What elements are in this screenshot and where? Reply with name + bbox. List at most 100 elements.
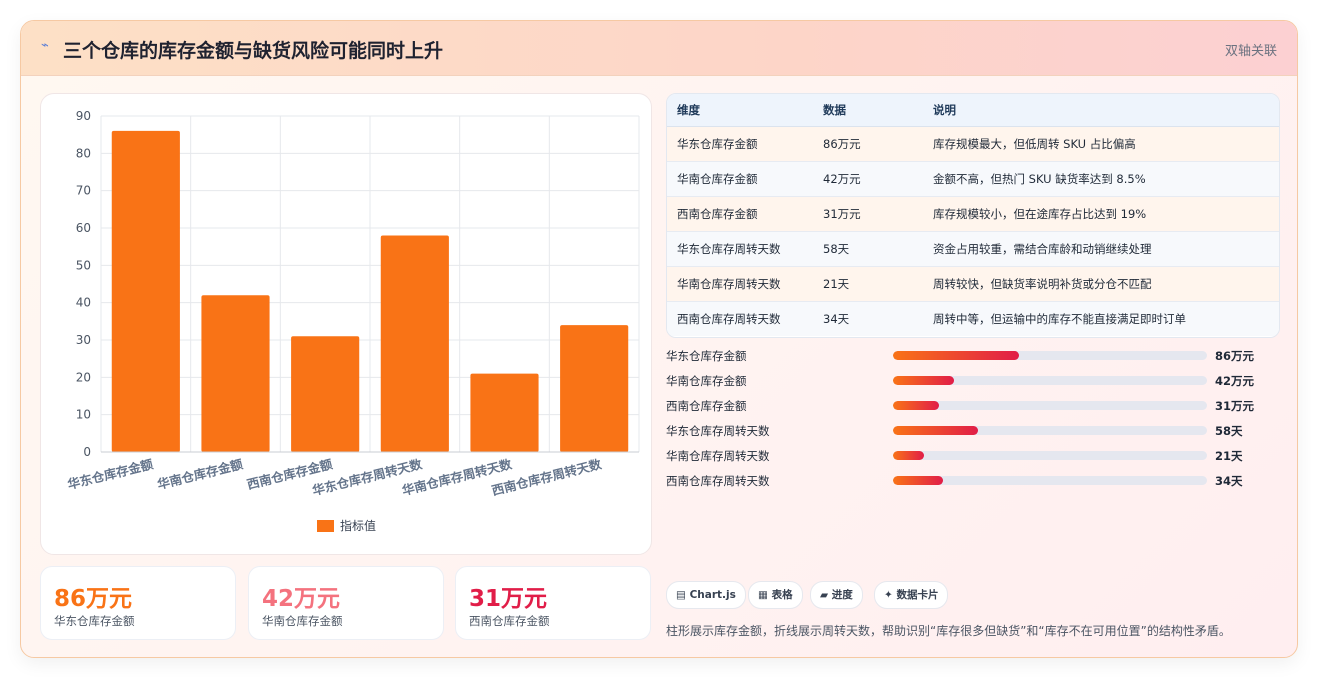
y-tick-label: 30 [76,333,91,347]
bar-3 [380,235,449,452]
table-cell: 31万元 [813,196,923,232]
column-header-note: 说明 [923,94,1279,127]
y-tick-label: 40 [76,296,91,310]
progress-row: 华南仓库存金额 42万元 [666,371,1278,391]
chip-label: 进度 [831,589,853,601]
data-table-panel: 维度 数据 说明 华东仓库存金额 86万元 库存规模最大，但低周转 SKU 占比… [666,93,1280,338]
y-tick-label: 50 [76,258,91,272]
sparkle-icon: ✦ [884,589,893,601]
dashboard-card: ⌁ 三个仓库的库存金额与缺货风险可能同时上升 双轴关联 0 10 20 30 40 50 6… [20,20,1298,658]
data-table: 维度 数据 说明 华东仓库存金额 86万元 库存规模最大，但低周转 SKU 占比… [667,94,1279,336]
progress-fill [893,476,944,485]
table-cell: 华南仓库存周转天数 [667,266,813,302]
table-row: 西南仓库存金额 31万元 库存规模较小，但在途库存占比达到 19% [667,196,1279,232]
progress-track [893,376,1207,385]
table-row: 西南仓库存周转天数 34天 周转中等，但运输中的库存不能直接满足即时订单 [667,301,1279,336]
table-row: 华东仓库存周转天数 58天 资金占用较重，需结合库龄和动销继续处理 [667,231,1279,267]
stat-card-south: 42万元 华南仓库存金额 [248,566,444,640]
progress-label: 华东仓库存金额 [666,349,747,363]
chip-table[interactable]: ▦ 表格 [748,581,803,609]
y-tick-label: 20 [76,370,91,384]
progress-track [893,351,1207,360]
table-cell: 周转较快，但缺货率说明补货或分仓不匹配 [923,266,1279,302]
table-cell: 西南仓库存金额 [667,196,813,232]
progress-row: 西南仓库存周转天数 34天 [666,471,1278,491]
chip-data-cards[interactable]: ✦ 数据卡片 [874,581,949,609]
footer-note: 柱形展示库存金额，折线展示周转天数，帮助识别“库存很多但缺货”和“库存不在可用位… [666,624,1231,638]
bar-1 [201,295,270,452]
table-cell: 金额不高，但热门 SKU 缺货率达到 8.5% [923,161,1279,197]
column-header-data: 数据 [813,94,923,127]
chip-chartjs[interactable]: ▤ Chart.js [666,581,746,609]
table-header-row: 维度 数据 说明 [667,94,1279,127]
bar-4 [470,373,539,452]
table-cell: 西南仓库存周转天数 [667,301,813,336]
progress-fill [893,401,939,410]
header-tag: 双轴关联 [1224,44,1277,59]
stat-label: 华南仓库存金额 [262,614,343,628]
table-cell: 周转中等，但运输中的库存不能直接满足即时订单 [923,301,1279,336]
legend-swatch [317,520,334,532]
progress-track [893,401,1207,410]
x-tick-label: 华南仓库存金额 [156,456,245,492]
chart-icon: ▤ [676,589,686,601]
y-tick-label: 10 [76,408,91,422]
chip-label: 表格 [771,589,793,601]
table-cell: 华东仓库存周转天数 [667,231,813,267]
chip-label: 数据卡片 [896,589,939,601]
chip-label: Chart.js [689,589,736,601]
stat-card-southwest: 31万元 西南仓库存金额 [455,566,651,640]
table-cell: 华东仓库存金额 [667,126,813,162]
trend-icon: ⌁ [41,38,49,53]
progress-label: 西南仓库存金额 [666,399,747,413]
table-cell: 21天 [813,266,923,302]
bar-2 [291,336,360,452]
progress-value: 42万元 [1215,374,1255,388]
progress-value: 31万元 [1215,399,1255,413]
stat-label: 西南仓库存金额 [469,614,550,628]
table-cell: 42万元 [813,161,923,197]
chip-progress[interactable]: ▰ 进度 [810,581,863,609]
progress-track [893,451,1207,460]
progress-value: 34天 [1215,474,1243,488]
progress-label: 华南仓库存金额 [666,374,747,388]
legend-label: 指标值 [340,518,376,533]
table-cell: 58天 [813,231,923,267]
table-row: 华南仓库存金额 42万元 金额不高，但热门 SKU 缺货率达到 8.5% [667,161,1279,197]
progress-row: 华南仓库存周转天数 21天 [666,446,1278,466]
progress-value: 21天 [1215,449,1243,463]
progress-row: 西南仓库存金额 31万元 [666,396,1278,416]
progress-value: 86万元 [1215,349,1255,363]
table-cell: 库存规模较小，但在途库存占比达到 19% [923,196,1279,232]
progress-fill [893,451,924,460]
progress-label: 西南仓库存周转天数 [666,474,770,488]
stat-value: 86万元 [54,586,133,612]
progress-track [893,426,1207,435]
progress-fill [893,351,1019,360]
progress-track [893,476,1207,485]
progress-fill [893,376,955,385]
progress-icon: ▰ [820,589,829,601]
stat-card-east: 86万元 华东仓库存金额 [40,566,236,640]
stat-value: 31万元 [469,586,548,612]
table-cell: 86万元 [813,126,923,162]
card-header: ⌁ 三个仓库的库存金额与缺货风险可能同时上升 双轴关联 [21,21,1297,76]
progress-label: 华南仓库存周转天数 [666,449,770,463]
table-icon: ▦ [758,589,768,601]
bar-5 [560,325,629,452]
y-tick-label: 80 [76,146,91,160]
stat-label: 华东仓库存金额 [54,614,135,628]
page-title: 三个仓库的库存金额与缺货风险可能同时上升 [63,40,444,62]
progress-row: 华东仓库存金额 86万元 [666,346,1278,366]
table-cell: 华南仓库存金额 [667,161,813,197]
y-tick-label: 0 [83,445,91,459]
table-cell: 库存规模最大，但低周转 SKU 占比偏高 [923,126,1279,162]
column-header-dimension: 维度 [667,94,813,127]
progress-value: 58天 [1215,424,1243,438]
y-tick-label: 90 [76,109,91,123]
table-cell: 34天 [813,301,923,336]
y-tick-label: 60 [76,221,91,235]
table-cell: 资金占用较重，需结合库龄和动销继续处理 [923,231,1279,267]
progress-row: 华东仓库存周转天数 58天 [666,421,1278,441]
